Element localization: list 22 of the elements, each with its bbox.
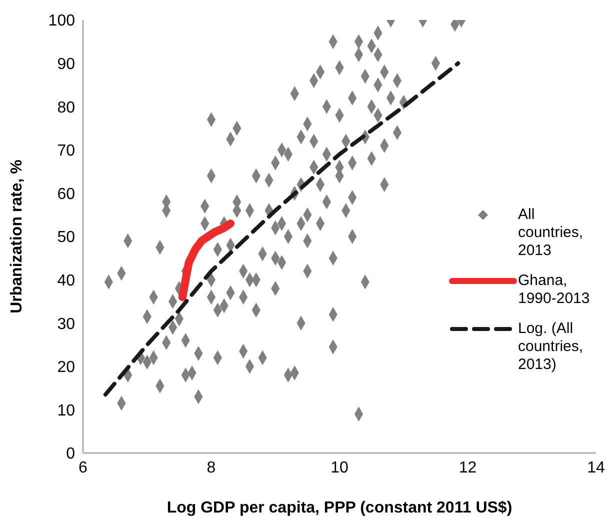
- y-tick-label: 50: [57, 229, 76, 246]
- legend-label: Ghana, 1990-2013: [518, 272, 591, 308]
- y-axis-title: Urbanization rate, %: [8, 160, 26, 314]
- legend-label: All countries, 2013: [518, 206, 584, 260]
- x-tick-label: 6: [78, 459, 88, 476]
- y-tick-label: 60: [57, 186, 76, 203]
- x-axis-title: Log GDP per capita, PPP (constant 2011 US$): [166, 499, 512, 516]
- y-tick-label: 10: [57, 402, 76, 420]
- x-tick-label: 12: [458, 459, 477, 476]
- x-tick-label: 8: [206, 459, 216, 476]
- y-tick-label: 90: [57, 56, 76, 73]
- y-tick-label: 0: [66, 446, 76, 463]
- y-tick-label: 40: [57, 272, 76, 290]
- x-tick-label: 14: [587, 459, 605, 476]
- y-tick-label: 20: [57, 359, 76, 376]
- x-tick-label: 10: [330, 459, 348, 476]
- y-tick-label: 30: [57, 316, 76, 333]
- y-tick-label: 80: [57, 99, 76, 116]
- y-tick-label: 100: [48, 12, 76, 30]
- y-tick-label: 70: [57, 142, 76, 160]
- line-series: [103, 61, 460, 397]
- legend-label: Log. (All countries, 2013): [518, 320, 584, 374]
